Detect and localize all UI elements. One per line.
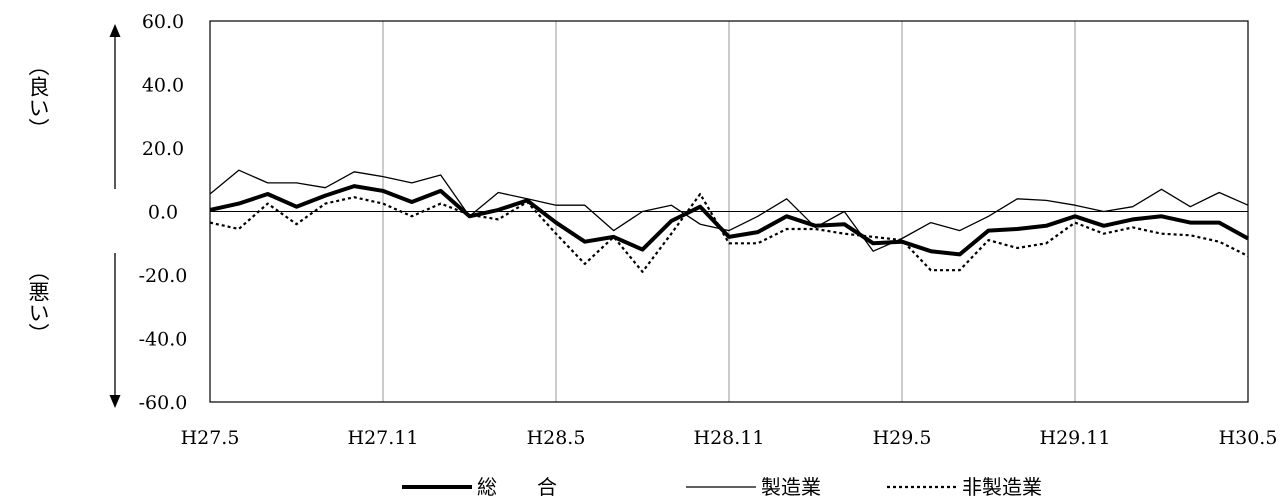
legend-label: 非製造業 xyxy=(962,475,1042,497)
legend-label: 製造業 xyxy=(761,475,821,497)
x-tick-label: H27.5 xyxy=(181,427,240,449)
y-direction-arrows xyxy=(109,24,121,408)
y-tick-label: -40.0 xyxy=(139,329,188,351)
down-arrow-icon xyxy=(109,395,121,408)
x-tick-label: H30.5 xyxy=(1219,427,1278,449)
x-tick-label: H27.11 xyxy=(348,427,419,449)
legend-label: 総 合 xyxy=(477,475,557,497)
series-line-thin xyxy=(209,169,1249,252)
plot-area-frame xyxy=(209,20,1249,403)
series-line-dotted xyxy=(209,192,1249,273)
y-tick-label: -20.0 xyxy=(139,265,188,287)
y-tick-label: 0.0 xyxy=(148,202,178,224)
y-tick-label: -60.0 xyxy=(139,392,188,414)
y-axis-tick-labels: 60.0 40.0 20.0 0.0 -20.0 -40.0 -60.0 xyxy=(139,11,188,414)
y-tick-label: 20.0 xyxy=(142,138,184,160)
legend: 総 合 製造業 非製造業 xyxy=(402,475,1042,497)
series-lines xyxy=(209,169,1249,273)
y-label-good: （良い） xyxy=(26,55,50,139)
y-label-bad: （悪い） xyxy=(26,260,50,344)
x-tick-label: H28.5 xyxy=(527,427,586,449)
x-tick-label: H29.11 xyxy=(1040,427,1111,449)
x-tick-label: H28.11 xyxy=(694,427,765,449)
y-tick-label: 40.0 xyxy=(142,75,184,97)
y-tick-label: 60.0 xyxy=(142,11,184,33)
x-tick-label: H29.5 xyxy=(873,427,932,449)
x-axis-tick-labels: H27.5 H27.11 H28.5 H28.11 H29.5 H29.11 H30.5 xyxy=(181,427,1278,449)
series-line-thick xyxy=(209,184,1249,257)
up-arrow-icon xyxy=(109,24,121,37)
